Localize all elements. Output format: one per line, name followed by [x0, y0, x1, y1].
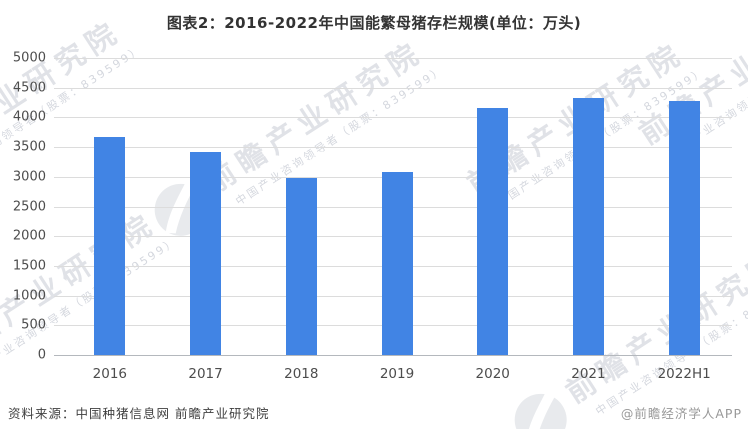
credit-note: @前瞻经济学人APP: [620, 406, 742, 421]
x-tick-label-2016: 2016: [92, 366, 128, 382]
bar-2019: [381, 172, 413, 355]
y-tick-label-2000: 2000: [12, 228, 46, 244]
watermark-sub-text: 中国产业咨询领导者（股票：839599）: [233, 63, 447, 209]
y-tick-label-5000: 5000: [12, 50, 46, 66]
gridline-4000: [54, 117, 732, 119]
y-tick-label-2500: 2500: [12, 199, 46, 214]
y-tick-label-1000: 1000: [12, 288, 46, 304]
y-tick-label-3000: 3000: [12, 169, 46, 185]
y-tick-label-1500: 1500: [12, 258, 46, 274]
gridline-4500: [54, 87, 732, 89]
bar-2022H1: [668, 100, 700, 355]
bar-2016: [94, 137, 126, 355]
bar-2017: [190, 151, 222, 355]
gridline-3500: [54, 147, 732, 149]
gridline-5000: [54, 58, 732, 59]
bar-2021: [572, 97, 604, 355]
bar-2020: [477, 107, 509, 355]
x-tick-label-2021: 2021: [571, 366, 606, 382]
watermark-main-text: 前瞻产业研究院: [0, 205, 163, 372]
x-tick-label-2017: 2017: [188, 366, 223, 382]
y-tick-label-0: 0: [37, 347, 46, 363]
chart-title: 图表2：2016-2022年中国能繁母猪存栏规模(单位：万头): [166, 14, 582, 32]
globe-swoosh-icon: [503, 382, 580, 429]
x-tick-label-2019: 2019: [379, 366, 415, 382]
x-tick-label-2020: 2020: [475, 366, 510, 382]
y-tick-label-3500: 3500: [12, 139, 46, 155]
x-tick-label-2022H1: 2022H1: [657, 366, 711, 382]
y-tick-label-4000: 4000: [12, 109, 46, 125]
x-tick-label-2018: 2018: [284, 366, 319, 382]
bar-2018: [285, 177, 317, 355]
source-note: 资料来源：中国种猪信息网 前瞻产业研究院: [8, 406, 270, 421]
y-tick-label-500: 500: [21, 317, 46, 333]
gridline-0: [54, 355, 732, 356]
y-tick-label-4500: 4500: [12, 80, 46, 96]
